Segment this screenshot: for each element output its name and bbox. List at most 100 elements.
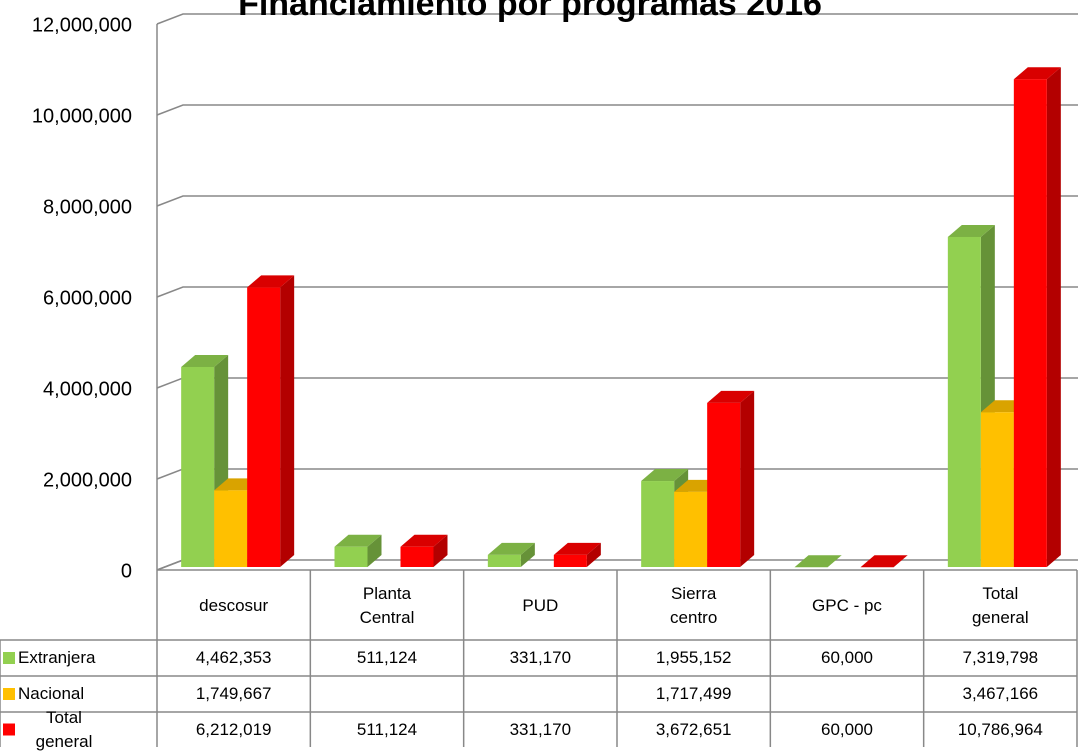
legend-label: Nacional xyxy=(18,676,155,712)
bar-side xyxy=(433,534,448,567)
table-value: 1,717,499 xyxy=(617,676,770,712)
table-value: 331,170 xyxy=(464,640,617,676)
bar xyxy=(181,366,215,567)
chart-title: Financiamiento por programas 2016 xyxy=(238,0,822,23)
table-value-text: 511,124 xyxy=(356,648,418,667)
category-label-text: descosur xyxy=(199,596,269,615)
bar-side xyxy=(586,542,601,567)
grid-line xyxy=(156,104,1078,116)
bar-top xyxy=(487,542,535,555)
category-label-text: GPC - pc xyxy=(812,596,882,615)
category-label: PUD xyxy=(464,572,617,640)
bar-top xyxy=(860,555,908,568)
table-value: 511,124 xyxy=(310,640,463,676)
y-tick-label: 6,000,000 xyxy=(43,287,132,309)
category-label: Total general xyxy=(924,572,1077,640)
grid-line xyxy=(156,286,1078,298)
table-value: 511,124 xyxy=(310,712,463,747)
category-label: GPC - pc xyxy=(770,572,923,640)
bar-top xyxy=(400,534,448,547)
table-value: 1,955,152 xyxy=(617,640,770,676)
legend-swatch xyxy=(3,688,15,700)
table-value-text: 7,319,798 xyxy=(962,648,1039,667)
y-tick-label: 2,000,000 xyxy=(43,469,132,491)
table-value-text: 10,786,964 xyxy=(957,719,1043,739)
legend-swatch xyxy=(3,652,15,664)
bar xyxy=(334,546,368,567)
grid-line xyxy=(156,13,1078,25)
bar-top xyxy=(947,224,995,237)
category-label-text: Planta Central xyxy=(359,584,415,627)
bar-side xyxy=(367,534,382,567)
grid-line xyxy=(156,377,1078,389)
bar xyxy=(641,481,675,567)
bar-side xyxy=(280,275,295,567)
y-tick-label: 10,000,000 xyxy=(32,105,132,127)
legend-swatch xyxy=(3,723,15,736)
y-tick-label: 8,000,000 xyxy=(43,196,132,218)
bar xyxy=(247,287,281,567)
y-tick-label: 12,000,000 xyxy=(32,14,132,36)
bar-top xyxy=(1013,67,1061,80)
bar xyxy=(400,546,434,567)
category-label-text: Total general xyxy=(971,584,1029,627)
bar xyxy=(214,490,248,567)
legend-label-text: Extranjera xyxy=(18,648,96,667)
table-value-text: 1,955,152 xyxy=(655,648,732,667)
bar-top xyxy=(247,275,295,288)
table-value-text: 1,717,499 xyxy=(655,684,732,703)
bar-side xyxy=(740,390,755,567)
table-value: 1,749,667 xyxy=(157,676,310,712)
table-value: 3,672,651 xyxy=(617,712,770,747)
category-label: Sierra centro xyxy=(617,572,770,640)
bar xyxy=(487,554,521,567)
category-label-text: PUD xyxy=(522,596,559,615)
bar-top xyxy=(334,534,382,547)
grid-line xyxy=(156,559,1078,571)
table-value-text: 1,749,667 xyxy=(195,684,272,703)
table-value-text: 4,462,353 xyxy=(195,648,272,667)
table-value-text: 511,124 xyxy=(356,719,418,739)
table-value: 7,319,798 xyxy=(924,640,1077,676)
table-value: 331,170 xyxy=(464,712,617,747)
bar xyxy=(553,554,587,567)
category-label: descosur xyxy=(157,572,310,640)
y-tick-label: 4,000,000 xyxy=(43,378,132,400)
category-label-text: Sierra centro xyxy=(670,584,718,627)
bar-top xyxy=(181,354,229,367)
category-label: Planta Central xyxy=(310,572,463,640)
legend-label: Total general xyxy=(18,708,155,751)
bar xyxy=(707,402,741,567)
bar-side xyxy=(1046,67,1061,567)
bar-top xyxy=(794,555,842,568)
bar xyxy=(1013,79,1047,567)
bar xyxy=(674,491,708,567)
legend-label: Extranjera xyxy=(18,640,155,676)
bar-top xyxy=(707,390,755,403)
table-value: 4,462,353 xyxy=(157,640,310,676)
table-value-text: 60,000 xyxy=(820,719,873,739)
bar xyxy=(947,236,981,567)
table-value: 6,212,019 xyxy=(157,712,310,747)
table-value: 10,786,964 xyxy=(924,712,1077,747)
legend-label-text: Total general xyxy=(35,707,93,751)
table-value-text: 331,170 xyxy=(509,648,572,667)
table-value-text: 3,672,651 xyxy=(655,719,732,739)
table-value: 60,000 xyxy=(770,640,923,676)
y-tick-label: 0 xyxy=(121,560,132,582)
table-value-text: 60,000 xyxy=(820,648,873,667)
table-value: 60,000 xyxy=(770,712,923,747)
grid-line xyxy=(156,195,1078,207)
bar-side xyxy=(520,542,535,567)
table-value-text: 6,212,019 xyxy=(195,719,272,739)
legend-label-text: Nacional xyxy=(18,684,85,703)
table-value-text: 331,170 xyxy=(509,719,572,739)
bar xyxy=(980,412,1014,567)
grid-line xyxy=(156,468,1078,480)
bar-top xyxy=(641,469,689,482)
table-value-text: 3,467,166 xyxy=(962,684,1039,703)
table-value: 3,467,166 xyxy=(924,676,1077,712)
bar-top xyxy=(553,542,601,555)
